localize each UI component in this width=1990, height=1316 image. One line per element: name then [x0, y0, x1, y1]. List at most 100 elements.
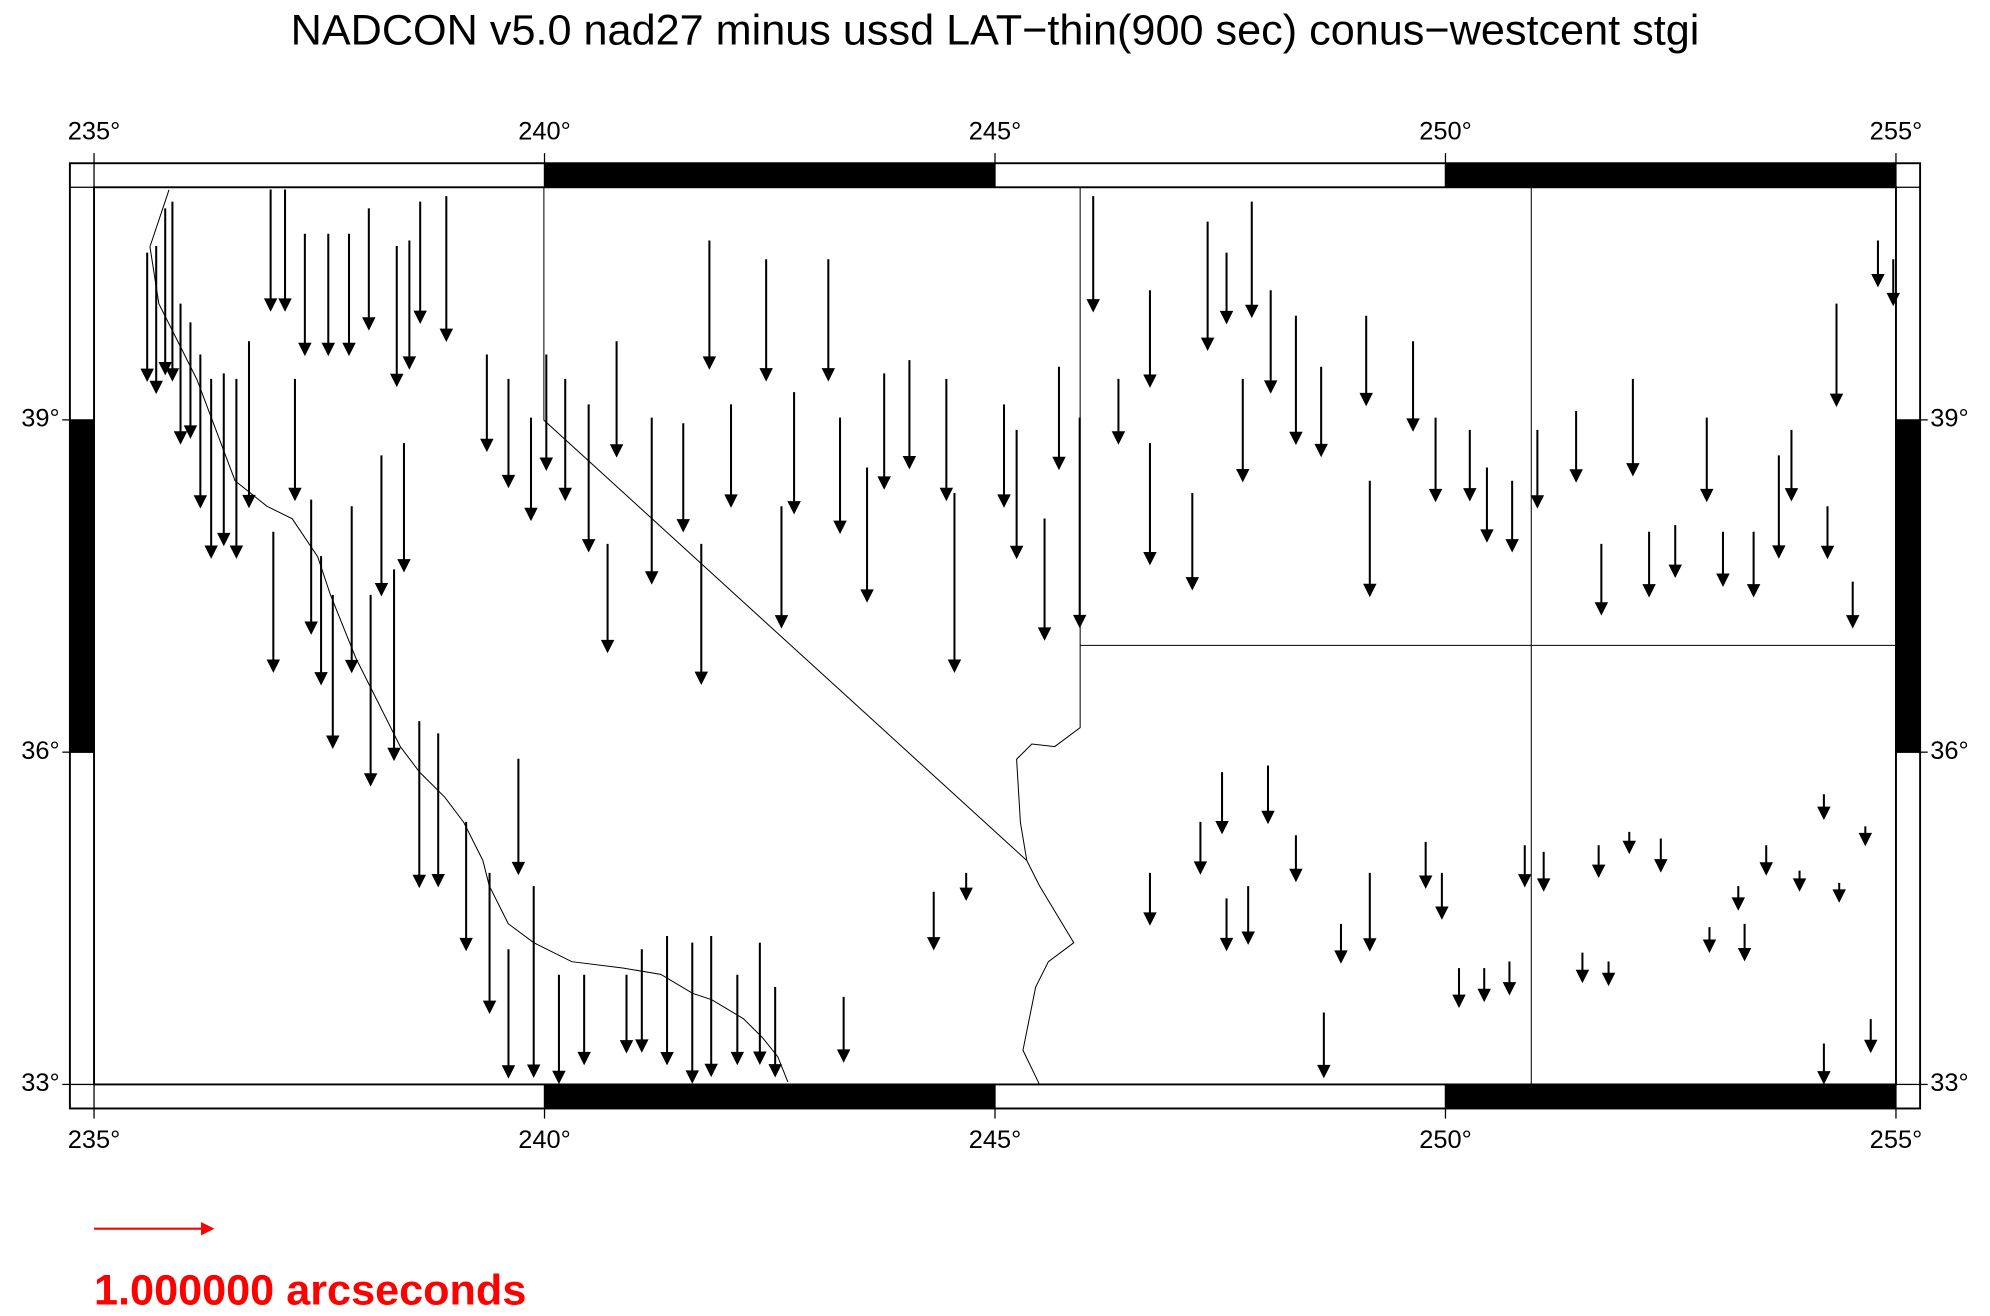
map-frame: 235° 235° 240° 240° 245° 245° 250° 250° 255° 255°… [21, 118, 1968, 1154]
vector-arrow [344, 506, 359, 674]
frame-bar [1895, 419, 1921, 753]
vector-arrow [1143, 290, 1157, 388]
vector-arrow [927, 891, 941, 951]
frame-bar [1444, 1083, 1897, 1110]
vector-arrow [1700, 417, 1714, 503]
vector-arrow [645, 417, 659, 585]
frame-bar [69, 419, 95, 753]
vector-arrow [1435, 872, 1449, 920]
vector-arrow [1716, 531, 1730, 587]
vector-arrow [877, 373, 891, 490]
x-tick-label: 255° [1870, 118, 1923, 146]
vector-arrow [774, 506, 789, 629]
vector-arrow [1428, 417, 1443, 503]
x-tick-label: 250° [1419, 118, 1472, 146]
frame-bar [543, 162, 996, 188]
vector-arrow [730, 974, 745, 1066]
vector-arrow [1575, 952, 1590, 984]
vector-arrow [229, 378, 244, 559]
frame-bar [93, 1083, 546, 1110]
vector-arrow [1601, 961, 1616, 987]
vector-arrow [1480, 467, 1494, 543]
vector-arrow [288, 378, 302, 502]
vector-arrow [374, 455, 389, 597]
vector-arrow [402, 240, 417, 370]
vector-arrow [1185, 492, 1200, 591]
vector-arrow [526, 886, 541, 1078]
vector-arrow [1702, 927, 1717, 953]
vector-arrow [676, 423, 690, 533]
vector-arrow [266, 531, 281, 673]
vector-arrow [439, 196, 454, 342]
y-tick-label: 39° [21, 405, 59, 433]
vector-arrow [431, 733, 445, 888]
vector-arrow [511, 758, 526, 876]
vector-arrow [539, 354, 554, 471]
vector-arrow [1530, 429, 1545, 509]
vector-arrow [1363, 872, 1377, 952]
vector-arrow [217, 373, 231, 547]
vector-arrow [768, 986, 782, 1078]
vector-arrow [1363, 480, 1377, 598]
vector-arrow [363, 594, 378, 787]
vector-arrow [298, 233, 312, 357]
vector-arrow [1832, 882, 1846, 903]
vector-arrow [183, 322, 198, 439]
vector-arrow [1668, 525, 1682, 578]
vector-arrow [1263, 290, 1278, 394]
vector-arrow [581, 404, 596, 553]
vector-arrow [173, 303, 188, 445]
vector-arrow [1418, 841, 1433, 889]
vector-arrow [577, 974, 591, 1066]
vector-arrow [1111, 378, 1126, 445]
vector-arrow [1737, 923, 1752, 962]
x-tick-label: 255° [1870, 1126, 1923, 1154]
vector-arrow [1591, 845, 1606, 879]
vector-arrow [635, 949, 649, 1053]
y-tick-label: 33° [21, 1069, 59, 1097]
vector-arrow [1518, 845, 1532, 888]
x-tick-label: 250° [1419, 1126, 1472, 1154]
frame-bar [994, 1083, 1447, 1110]
vector-arrow [1072, 417, 1087, 629]
vector-arrow [1626, 378, 1640, 477]
vector-arrow [1452, 968, 1466, 1009]
vector-arrow [397, 443, 411, 573]
vector-arrow [1317, 1012, 1331, 1079]
vector-arrow [694, 543, 709, 686]
vector-arrow [1052, 366, 1066, 471]
vector-arrow [660, 936, 674, 1066]
vector-arrow [1143, 443, 1157, 566]
country-border [1022, 860, 1075, 1085]
vector-arrow [1642, 531, 1656, 598]
vector-arrow [1502, 961, 1517, 996]
vector-arrow [1219, 898, 1234, 952]
state-border [1016, 187, 1081, 861]
vector-arrow [1569, 411, 1583, 483]
vector-arrow [1289, 835, 1303, 883]
scale-label: 1.000000 arcseconds [94, 1267, 526, 1315]
vector-arrow [1241, 886, 1255, 945]
vector-arrow [1505, 480, 1519, 553]
vector-arrow [997, 404, 1011, 508]
vector-arrow [836, 996, 851, 1063]
vector-arrow [959, 872, 973, 902]
vector-arrow [1406, 341, 1420, 432]
vector-arrow [263, 189, 278, 312]
vector-arrow [1858, 826, 1873, 847]
coastline [149, 189, 789, 1083]
vector-arrow [704, 936, 718, 1078]
vector-arrow [1215, 772, 1229, 835]
vector-arrow [1871, 240, 1885, 288]
vector-arrow [314, 556, 328, 686]
vector-arrow [1784, 429, 1799, 502]
vector-arrow [759, 259, 773, 382]
frame-bar [1895, 751, 1921, 1086]
vector-arrow [1477, 968, 1491, 1003]
vector-arrow [1886, 259, 1900, 307]
vector-arrow [501, 949, 516, 1079]
y-tick-label: 36° [1930, 737, 1968, 765]
vector-arrow [1463, 429, 1477, 502]
